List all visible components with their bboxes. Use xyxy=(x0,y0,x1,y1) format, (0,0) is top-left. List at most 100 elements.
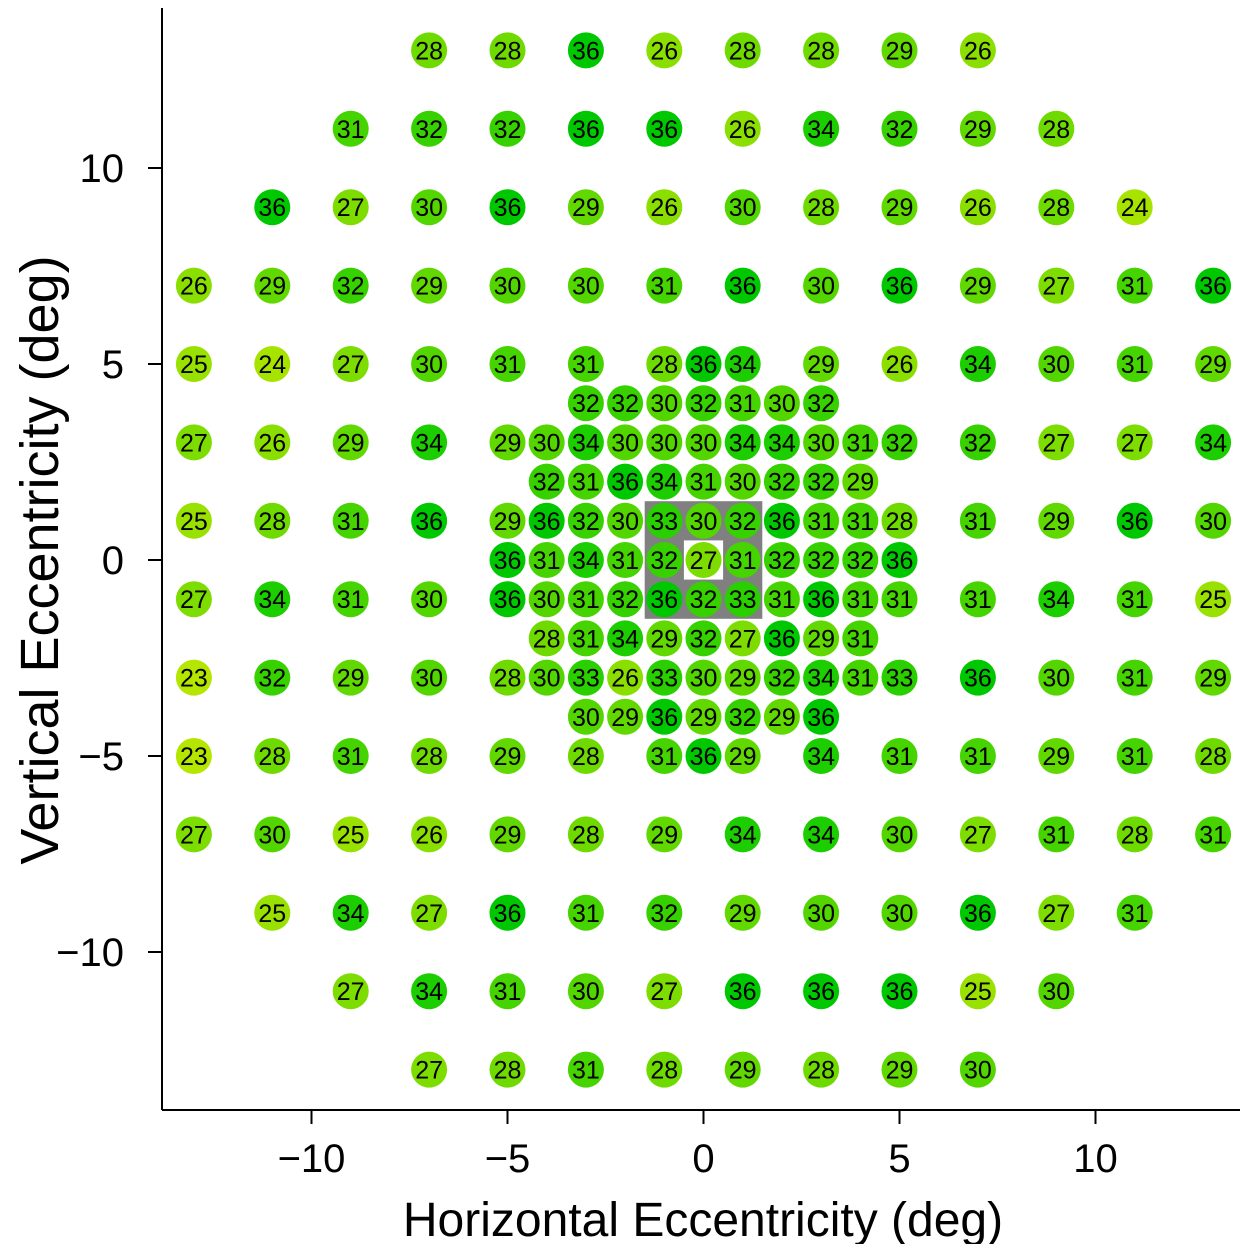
sensitivity-dot xyxy=(685,424,722,461)
sensitivity-value-label: 34 xyxy=(1042,586,1070,614)
sensitivity-value-label: 29 xyxy=(415,273,443,301)
sensitivity-dot xyxy=(489,32,526,69)
sensitivity-dot xyxy=(528,542,565,578)
sensitivity-dot xyxy=(763,542,800,578)
sensitivity-dot xyxy=(842,620,879,657)
sensitivity-dot xyxy=(254,267,291,304)
sensitivity-value-label: 32 xyxy=(572,508,600,536)
sensitivity-value-label: 31 xyxy=(1121,900,1149,928)
sensitivity-dot xyxy=(489,894,526,931)
sensitivity-value-label: 29 xyxy=(807,625,835,653)
sensitivity-value-label: 28 xyxy=(1199,743,1227,771)
sensitivity-dot xyxy=(803,894,840,931)
sensitivity-value-label: 34 xyxy=(1199,429,1227,457)
sensitivity-value-label: 31 xyxy=(1121,665,1149,693)
sensitivity-dot xyxy=(646,581,683,618)
sensitivity-value-label: 28 xyxy=(415,743,443,771)
sensitivity-dot xyxy=(528,502,565,539)
sensitivity-dot xyxy=(803,581,840,618)
sensitivity-dot xyxy=(881,502,918,539)
sensitivity-value-label: 30 xyxy=(729,194,757,222)
sensitivity-value-label: 29 xyxy=(886,37,914,65)
sensitivity-value-label: 30 xyxy=(690,429,718,457)
sensitivity-value-label: 36 xyxy=(690,743,718,771)
sensitivity-value-label: 28 xyxy=(415,37,443,65)
sensitivity-dot xyxy=(646,1051,683,1088)
sensitivity-dot xyxy=(332,659,369,696)
sensitivity-dot xyxy=(763,659,800,696)
sensitivity-dot xyxy=(881,189,918,226)
sensitivity-dot xyxy=(1195,346,1232,382)
sensitivity-value-label: 36 xyxy=(768,625,796,653)
sensitivity-value-label: 30 xyxy=(258,821,286,849)
sensitivity-dot xyxy=(489,346,526,382)
sensitivity-dot xyxy=(881,738,918,774)
sensitivity-dot xyxy=(528,659,565,696)
y-tick-label: −5 xyxy=(78,735,124,779)
sensitivity-dot xyxy=(411,346,448,382)
sensitivity-dot xyxy=(411,973,448,1010)
sensitivity-value-label: 32 xyxy=(690,390,718,418)
sensitivity-dot xyxy=(1038,189,1075,226)
sensitivity-dot xyxy=(1116,424,1153,461)
sensitivity-value-label: 31 xyxy=(1199,821,1227,849)
sensitivity-dot xyxy=(724,32,761,69)
sensitivity-value-label: 29 xyxy=(1042,508,1070,536)
sensitivity-dot xyxy=(685,698,722,735)
sensitivity-dot xyxy=(685,659,722,696)
x-tick-label: 0 xyxy=(692,1137,714,1181)
sensitivity-dot xyxy=(567,659,604,696)
sensitivity-value-label: 30 xyxy=(1042,978,1070,1006)
sensitivity-value-label: 31 xyxy=(572,469,600,497)
sensitivity-value-label: 36 xyxy=(1121,508,1149,536)
sensitivity-dot xyxy=(1195,502,1232,539)
sensitivity-dot xyxy=(489,659,526,696)
sensitivity-value-label: 31 xyxy=(572,625,600,653)
sensitivity-value-label: 33 xyxy=(572,665,600,693)
sensitivity-value-label: 31 xyxy=(572,1057,600,1085)
sensitivity-dot xyxy=(685,542,722,578)
sensitivity-value-label: 34 xyxy=(729,429,757,457)
sensitivity-value-label: 29 xyxy=(886,194,914,222)
sensitivity-value-label: 28 xyxy=(258,743,286,771)
sensitivity-value-label: 32 xyxy=(807,469,835,497)
sensitivity-value-label: 32 xyxy=(807,390,835,418)
sensitivity-value-label: 34 xyxy=(415,978,443,1006)
sensitivity-value-label: 36 xyxy=(650,704,678,732)
sensitivity-dot xyxy=(175,502,212,539)
sensitivity-value-label: 36 xyxy=(807,978,835,1006)
sensitivity-dot xyxy=(607,385,644,422)
sensitivity-dot xyxy=(1116,816,1153,853)
sensitivity-value-label: 31 xyxy=(886,586,914,614)
sensitivity-dot xyxy=(489,424,526,461)
sensitivity-dot xyxy=(411,1051,448,1088)
sensitivity-value-label: 28 xyxy=(1042,116,1070,144)
sensitivity-dot xyxy=(881,659,918,696)
sensitivity-value-label: 36 xyxy=(690,351,718,379)
sensitivity-dot xyxy=(489,189,526,226)
sensitivity-value-label: 36 xyxy=(415,508,443,536)
sensitivity-value-label: 32 xyxy=(690,625,718,653)
sensitivity-dot xyxy=(332,189,369,226)
sensitivity-value-label: 30 xyxy=(768,390,796,418)
sensitivity-value-label: 31 xyxy=(1121,273,1149,301)
sensitivity-dot xyxy=(175,659,212,696)
sensitivity-dot xyxy=(411,189,448,226)
sensitivity-value-label: 28 xyxy=(494,37,522,65)
sensitivity-value-label: 34 xyxy=(964,351,992,379)
sensitivity-dot xyxy=(528,581,565,618)
sensitivity-value-label: 25 xyxy=(1199,586,1227,614)
sensitivity-dot xyxy=(567,424,604,461)
sensitivity-value-label: 29 xyxy=(494,508,522,536)
sensitivity-dot xyxy=(959,346,996,382)
sensitivity-dot xyxy=(646,189,683,226)
sensitivity-value-label: 28 xyxy=(572,821,600,849)
sensitivity-dot xyxy=(607,542,644,578)
sensitivity-dot xyxy=(254,424,291,461)
sensitivity-value-label: 36 xyxy=(494,586,522,614)
sensitivity-dot xyxy=(763,620,800,657)
sensitivity-value-label: 25 xyxy=(180,351,208,379)
sensitivity-dot xyxy=(1116,738,1153,774)
sensitivity-value-label: 26 xyxy=(611,665,639,693)
sensitivity-dot xyxy=(411,110,448,147)
